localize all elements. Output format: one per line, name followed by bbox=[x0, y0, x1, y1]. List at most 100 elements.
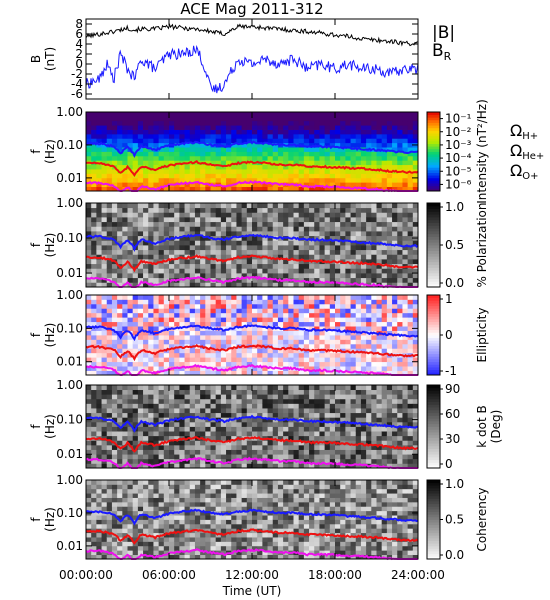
spectrogram-cell bbox=[127, 138, 134, 144]
spectrogram-cell bbox=[340, 133, 346, 139]
spectrogram-cell bbox=[163, 339, 170, 345]
spectrogram-cell bbox=[236, 361, 243, 367]
spectrogram-cell bbox=[340, 116, 346, 122]
spectrogram-cell bbox=[392, 203, 398, 209]
spectrogram-cell bbox=[132, 417, 139, 423]
spectrogram-cell bbox=[376, 277, 383, 283]
spectrogram-cell bbox=[350, 357, 357, 363]
legend-btotal: |B| bbox=[432, 23, 455, 43]
spectrogram-cell bbox=[345, 295, 351, 300]
spectrogram-cell bbox=[122, 389, 128, 395]
spectrogram-cell bbox=[355, 254, 362, 260]
spectrogram-cell bbox=[272, 385, 279, 391]
spectrogram-cell bbox=[386, 273, 393, 279]
spectrogram-cell bbox=[205, 398, 211, 404]
spectrogram-cell bbox=[153, 151, 160, 157]
spectrogram-cell bbox=[194, 169, 201, 174]
spectrogram-cell bbox=[96, 249, 102, 255]
spectrogram-cell bbox=[340, 129, 346, 135]
spectrogram-cell bbox=[205, 273, 211, 279]
spectrogram-cell bbox=[303, 182, 310, 188]
spectrogram-cell bbox=[283, 357, 289, 363]
spectrogram-cell bbox=[210, 335, 217, 340]
spectrogram-cell bbox=[262, 339, 268, 345]
spectrogram-cell bbox=[122, 263, 128, 269]
spectrogram-cell bbox=[106, 394, 113, 400]
spectrogram-cell bbox=[335, 273, 341, 279]
spectrogram-cell bbox=[200, 282, 206, 288]
spectrogram-cell bbox=[194, 138, 201, 144]
spectrogram-cell bbox=[106, 164, 113, 170]
spectrogram-cell bbox=[153, 203, 160, 209]
spectrogram-cell bbox=[205, 259, 211, 265]
spectrogram-cell bbox=[231, 403, 237, 409]
spectrogram-cell bbox=[257, 273, 263, 279]
spectrogram-cell bbox=[407, 240, 414, 246]
spectrogram-cell bbox=[366, 403, 372, 409]
spectrogram-cell bbox=[288, 343, 294, 349]
spectrogram-cell bbox=[132, 370, 139, 376]
spectrogram-cell bbox=[200, 357, 206, 363]
spectrogram-cell bbox=[226, 142, 232, 148]
spectrogram-cell bbox=[91, 421, 97, 427]
spectrogram-cell bbox=[324, 444, 331, 450]
spectrogram-cell bbox=[91, 444, 97, 450]
spectrogram-cell bbox=[366, 412, 372, 418]
spectrogram-cell bbox=[143, 435, 149, 441]
spectrogram-cell bbox=[111, 357, 118, 363]
spectrogram-cell bbox=[412, 173, 419, 179]
spectrogram-cell bbox=[329, 155, 336, 161]
spectrogram-cell bbox=[122, 169, 128, 174]
spectrogram-cell bbox=[252, 249, 258, 255]
spectrogram-cell bbox=[117, 299, 123, 305]
spectrogram-cell bbox=[267, 348, 274, 354]
spectrogram-cell bbox=[137, 321, 144, 327]
spectrogram-cell bbox=[277, 389, 284, 395]
spectrogram-cell bbox=[91, 151, 97, 157]
spectrogram-cell bbox=[179, 120, 185, 126]
spectrogram-cell bbox=[335, 295, 341, 300]
spectrogram-cell bbox=[350, 177, 357, 183]
spectrogram-cell bbox=[303, 169, 310, 174]
colorbar-segment bbox=[427, 183, 440, 187]
spectrogram-cell bbox=[220, 133, 227, 139]
spectrogram-cell bbox=[386, 348, 393, 354]
spectrogram-cell bbox=[163, 186, 170, 192]
spectrogram-cell bbox=[236, 169, 243, 174]
spectrogram-cell bbox=[236, 203, 243, 209]
spectrogram-cell bbox=[200, 317, 206, 323]
spectrogram-cell bbox=[324, 112, 331, 117]
spectrogram-cell bbox=[386, 212, 393, 218]
spectrogram-cell bbox=[246, 449, 253, 455]
spectrogram-cell bbox=[148, 212, 154, 218]
spectrogram-cell bbox=[392, 173, 398, 179]
spectrogram-cell bbox=[350, 129, 357, 135]
spectrogram-cell bbox=[381, 312, 388, 318]
spectrogram-cell bbox=[386, 151, 393, 157]
spectrogram-cell bbox=[355, 412, 362, 418]
spectrogram-cell bbox=[179, 186, 185, 192]
spectrogram-cell bbox=[319, 463, 326, 469]
spectrogram-cell bbox=[122, 343, 128, 349]
spectrogram-cell bbox=[174, 444, 180, 450]
spectrogram-cell bbox=[329, 282, 336, 288]
spectrogram-cell bbox=[189, 142, 196, 148]
spectrogram-cell bbox=[205, 357, 211, 363]
spectrogram-cell bbox=[101, 348, 108, 354]
colorbar-segment bbox=[427, 398, 440, 402]
spectrogram-cell bbox=[293, 394, 300, 400]
spectrogram-cell bbox=[402, 330, 409, 336]
spectrogram-cell bbox=[252, 458, 258, 464]
spectrogram-cell bbox=[169, 335, 175, 340]
spectrogram-cell bbox=[236, 299, 243, 305]
spectrogram-cell bbox=[236, 458, 243, 464]
spectrogram-cell bbox=[277, 207, 284, 213]
spectrogram-cell bbox=[215, 389, 222, 395]
spectrogram-cell bbox=[158, 129, 165, 135]
spectrogram-cell bbox=[277, 412, 284, 418]
spectrogram-cell bbox=[329, 326, 336, 331]
spectrogram-cell bbox=[293, 263, 300, 269]
spectrogram-cell bbox=[309, 303, 315, 309]
spectrogram-cell bbox=[132, 408, 139, 414]
spectrogram-cell bbox=[137, 449, 144, 455]
